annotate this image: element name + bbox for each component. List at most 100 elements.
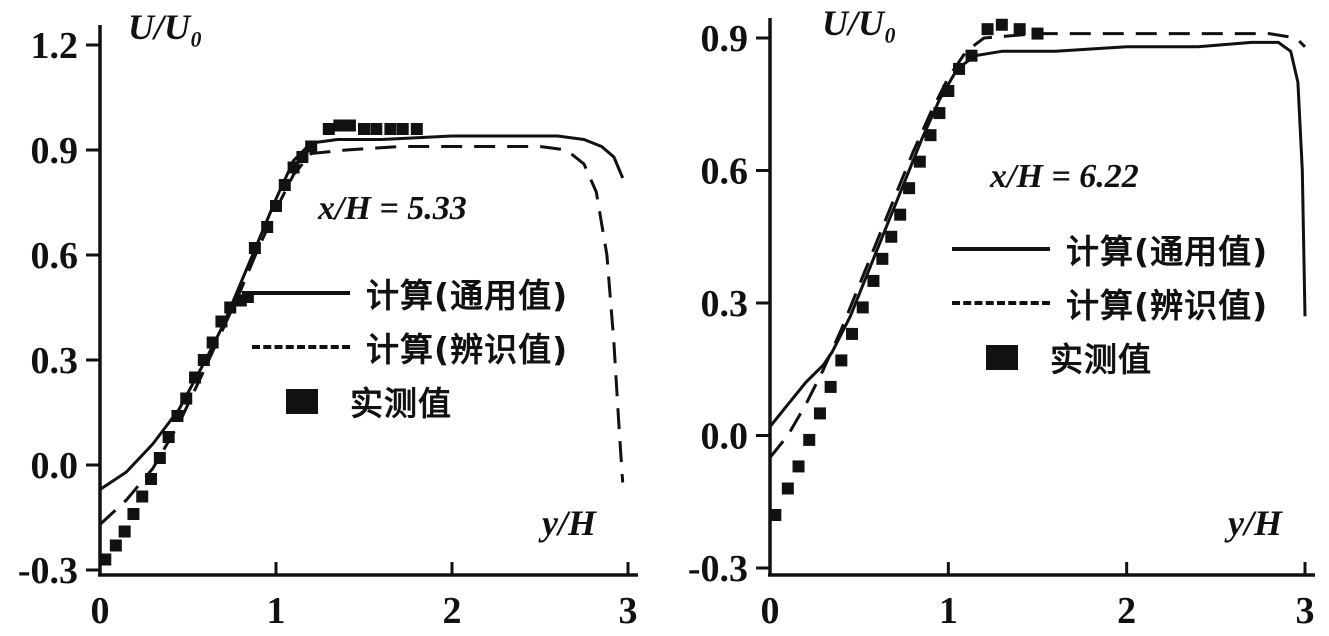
chart-xh-5-33: 0 1 2 3 -0.3 0.0 0.3 0.6 0.9 1.2 U/U₀ y/H x/H = 5… xyxy=(0,0,650,636)
measured-point xyxy=(410,123,423,135)
measured-point xyxy=(206,336,219,349)
legend: 计算(通用值) 计算(辨识值) 实测值 xyxy=(952,222,1268,384)
measured-point xyxy=(153,452,166,464)
measured-point xyxy=(305,140,318,153)
legend: 计算(通用值) 计算(辨识值) 实测值 xyxy=(252,266,568,428)
measured-point xyxy=(856,301,869,314)
x-axis-label: y/H xyxy=(542,503,596,543)
measured-point xyxy=(803,433,816,446)
legend-label: 计算(通用值) xyxy=(366,276,569,315)
measured-point xyxy=(942,85,955,97)
x-tick-label: 1 xyxy=(939,590,958,632)
measured-point xyxy=(792,460,805,473)
measured-point xyxy=(965,49,978,62)
legend-item-computed-identified: 计算(辨识值) xyxy=(252,320,568,374)
legend-item-computed-identified: 计算(辨识值) xyxy=(952,276,1268,330)
legend-label: 计算(辨识值) xyxy=(366,330,569,369)
measured-point xyxy=(248,242,261,254)
measured-point xyxy=(162,431,175,443)
measured-point xyxy=(99,553,112,566)
chart-annotation: x/H = 6.22 xyxy=(990,158,1139,195)
y-tick-label: 0.6 xyxy=(31,235,79,277)
measured-point xyxy=(396,123,409,135)
measured-point xyxy=(913,155,926,168)
measured-point xyxy=(333,119,346,132)
solid-line-sample xyxy=(252,291,350,295)
measured-point xyxy=(1013,23,1026,36)
x-axis-label: y/H xyxy=(1228,503,1282,543)
square-marker-sample xyxy=(286,388,318,414)
legend-item-computed-general: 计算(通用值) xyxy=(252,266,568,320)
measured-point xyxy=(903,182,916,195)
legend-label: 实测值 xyxy=(1050,340,1152,379)
measured-point xyxy=(933,107,946,120)
x-tick-label: 3 xyxy=(619,590,638,632)
measured-point xyxy=(384,123,397,135)
y-tick-label: 0.9 xyxy=(31,130,79,172)
square-marker-sample xyxy=(986,344,1018,370)
measured-point xyxy=(885,230,898,243)
y-tick-label: 0.0 xyxy=(31,445,79,487)
chart-canvas: 0 1 2 3 -0.3 0.0 0.3 0.6 0.9 1.2 xyxy=(18,25,638,632)
measured-point xyxy=(241,291,254,303)
measured-point xyxy=(278,179,291,191)
x-tick-label: 0 xyxy=(91,590,110,632)
measured-point xyxy=(781,482,794,495)
measured-point xyxy=(322,123,335,135)
measured-point xyxy=(894,208,907,221)
legend-label: 计算(辨识值) xyxy=(1066,286,1269,325)
measured-point xyxy=(824,380,837,393)
legend-label: 实测值 xyxy=(350,384,452,423)
x-tick-label: 3 xyxy=(1296,590,1315,632)
y-tick-label: 0.6 xyxy=(701,151,749,193)
measured-point xyxy=(215,315,228,328)
measured-point xyxy=(270,200,282,212)
measured-point xyxy=(136,490,149,503)
dashed-series xyxy=(98,145,625,526)
measured-point xyxy=(867,274,880,287)
measured-point xyxy=(296,151,309,163)
solid-line-sample xyxy=(952,247,1050,251)
measured-point xyxy=(813,407,826,420)
measured-point xyxy=(224,301,237,314)
measured-point xyxy=(287,161,300,174)
dashed-line-sample xyxy=(952,301,1050,305)
measured-point xyxy=(1031,27,1044,40)
x-tick-label: 2 xyxy=(1117,590,1136,632)
measured-point xyxy=(145,473,158,485)
measured-point xyxy=(180,392,193,405)
measured-point xyxy=(995,18,1008,31)
y-tick-label: 1.2 xyxy=(31,25,79,67)
measured-point xyxy=(118,525,131,538)
measured-point xyxy=(261,221,274,233)
measured-point xyxy=(127,508,140,520)
y-tick-label: -0.3 xyxy=(688,548,748,590)
y-tick-label: 0.0 xyxy=(701,416,749,458)
measured-point xyxy=(171,410,184,422)
dashed-series xyxy=(768,32,1307,459)
measured-point xyxy=(189,371,202,384)
legend-item-measured: 实测值 xyxy=(252,374,568,428)
measured-point xyxy=(370,123,383,135)
chart-xh-6-22: 0 1 2 3 -0.3 0.0 0.3 0.6 0.9 U/U₀ y/H x/H = 6.22… xyxy=(650,0,1329,636)
legend-label: 计算(通用值) xyxy=(1066,232,1269,271)
legend-item-computed-general: 计算(通用值) xyxy=(952,222,1268,276)
chart-annotation: x/H = 5.33 xyxy=(318,190,467,227)
y-tick-label: 0.9 xyxy=(701,18,749,60)
x-tick-label: 1 xyxy=(267,590,286,632)
y-axis-label: U/U₀ xyxy=(822,3,897,43)
measured-point xyxy=(953,62,966,75)
measured-point xyxy=(109,539,122,552)
measured-point xyxy=(846,327,859,340)
y-axis-label: U/U₀ xyxy=(128,7,203,47)
measured-point xyxy=(835,354,848,367)
chart-canvas: 0 1 2 3 -0.3 0.0 0.3 0.6 0.9 xyxy=(688,18,1315,632)
measured-point xyxy=(358,123,370,135)
y-tick-label: 0.3 xyxy=(701,283,749,325)
legend-item-measured: 实测值 xyxy=(952,330,1268,384)
measured-point xyxy=(343,119,356,132)
measured-point xyxy=(876,252,889,265)
dashed-line-sample xyxy=(252,345,350,349)
x-tick-label: 0 xyxy=(761,590,780,632)
